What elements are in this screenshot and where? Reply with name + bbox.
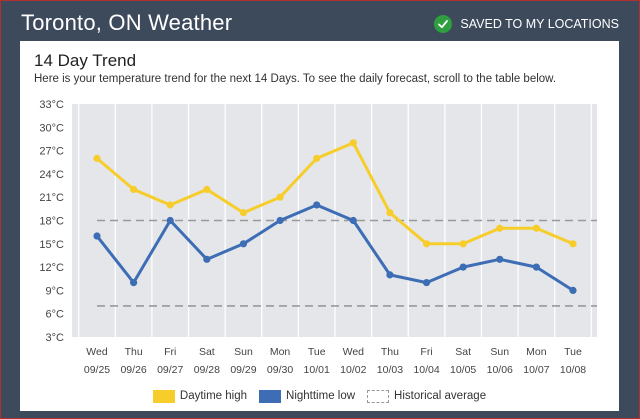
x-tick-date: 10/01	[304, 364, 330, 376]
legend-label-day: Daytime high	[179, 390, 248, 402]
daytime-high-point	[130, 185, 138, 194]
daytime-high-point	[422, 240, 431, 248]
nighttime-low-point	[422, 279, 431, 287]
daytime-high-point	[93, 154, 101, 162]
x-tick-date: 10/03	[377, 364, 403, 376]
daytime-high-line	[96, 141, 574, 246]
y-tick-label: 9°C	[46, 285, 65, 297]
x-tick-day: Thu	[125, 346, 143, 358]
nighttime-low-point	[276, 216, 284, 225]
x-tick-date: 09/25	[84, 364, 110, 376]
nighttime-low-point	[532, 263, 540, 271]
trend-chart: 33°C 30°C 27°C 24°C 21°C 18°C 15°C 12°C 9°C 6°C 3°…	[39, 99, 597, 376]
y-tick-label: 27°C	[39, 146, 64, 158]
nighttime-low-point	[569, 286, 577, 294]
x-tick-date: 10/04	[413, 364, 439, 376]
daytime-high-point	[349, 139, 357, 147]
daytime-high-point	[313, 154, 321, 162]
x-tick-day: Wed	[86, 346, 108, 358]
y-tick-label: 15°C	[39, 239, 64, 251]
nighttime-low-point	[496, 255, 504, 263]
x-tick-day: Sat	[455, 346, 471, 358]
nighttime-low-point	[93, 232, 101, 240]
daytime-high-point	[569, 240, 577, 248]
saved-label: SAVED TO MY LOCATIONS	[460, 17, 619, 31]
nighttime-low-point	[349, 216, 357, 225]
x-tick-date: 10/05	[450, 364, 476, 376]
x-tick-date: 09/29	[230, 364, 256, 376]
y-tick-label: 33°C	[39, 99, 64, 111]
daytime-high-point	[276, 193, 284, 201]
legend-label-historical: Historical average	[394, 390, 487, 402]
header: Toronto, ON Weather SAVED TO MY LOCATION…	[1, 1, 639, 41]
card-title: 14 Day Trend	[34, 51, 137, 70]
x-tick-date: 10/08	[560, 364, 586, 376]
daytime-high-point	[203, 185, 211, 194]
nighttime-low-point	[203, 255, 211, 263]
nighttime-low-line	[95, 203, 574, 292]
daytime-high-point	[166, 201, 174, 209]
nighttime-low-point	[313, 201, 321, 209]
legend-night[interactable]: Nighttime low	[259, 389, 356, 403]
x-tick-date: 10/06	[487, 364, 513, 376]
daytime-high-point	[386, 209, 394, 217]
x-tick-day: Tue	[308, 346, 326, 358]
chart-legend: Daytime high Nighttime low Historical av…	[20, 387, 619, 405]
y-tick-label: 30°C	[39, 122, 64, 134]
legend-swatch-day	[152, 389, 175, 403]
nighttime-low-point	[459, 263, 467, 271]
x-tick-day: Mon	[526, 346, 547, 358]
x-tick-day: Fri	[164, 346, 176, 358]
x-tick-day: Sat	[199, 346, 215, 358]
trend-card: 14 Day Trend Here is your temperature tr…	[20, 41, 619, 411]
x-tick-day: Tue	[564, 346, 582, 358]
x-tick-date: 09/30	[267, 364, 293, 376]
legend-day[interactable]: Daytime high	[152, 389, 248, 403]
nighttime-low-point	[166, 216, 174, 225]
nighttime-low-point	[386, 271, 394, 279]
y-tick-label: 6°C	[46, 309, 65, 321]
x-tick-date: 09/26	[120, 364, 146, 376]
y-tick-label: 24°C	[39, 169, 64, 181]
x-tick-day: Fri	[420, 346, 432, 358]
x-tick-day: Sun	[234, 346, 253, 358]
nighttime-low-point	[130, 279, 138, 287]
x-tick-date: 10/02	[340, 364, 366, 376]
x-tick-date: 09/28	[194, 364, 220, 376]
x-tick-day: Thu	[381, 346, 399, 358]
daytime-high-point	[239, 209, 248, 217]
saved-to-locations-button[interactable]: SAVED TO MY LOCATIONS	[434, 15, 619, 33]
y-tick-label: 18°C	[39, 216, 64, 228]
legend-label-night: Nighttime low	[286, 390, 356, 402]
x-tick-day: Mon	[270, 346, 291, 358]
x-tick-day: Wed	[343, 346, 365, 358]
x-tick-date: 09/27	[157, 364, 183, 376]
y-tick-label: 21°C	[39, 192, 64, 204]
nighttime-low-point	[239, 240, 248, 248]
daytime-high-point	[496, 224, 504, 232]
check-circle-icon	[434, 15, 453, 33]
legend-swatch-historical	[367, 389, 390, 403]
legend-swatch-night	[259, 389, 282, 403]
y-tick-label: 3°C	[46, 332, 65, 344]
card-subtitle: Here is your temperature trend for the n…	[34, 73, 557, 85]
daytime-high-point	[459, 240, 467, 248]
x-tick-date: 10/07	[523, 364, 549, 376]
daytime-high-point	[532, 224, 540, 232]
x-tick-day: Sun	[490, 346, 509, 358]
legend-historical[interactable]: Historical average	[367, 389, 487, 403]
page-title: Toronto, ON Weather	[21, 10, 233, 35]
y-tick-label: 12°C	[39, 262, 64, 274]
